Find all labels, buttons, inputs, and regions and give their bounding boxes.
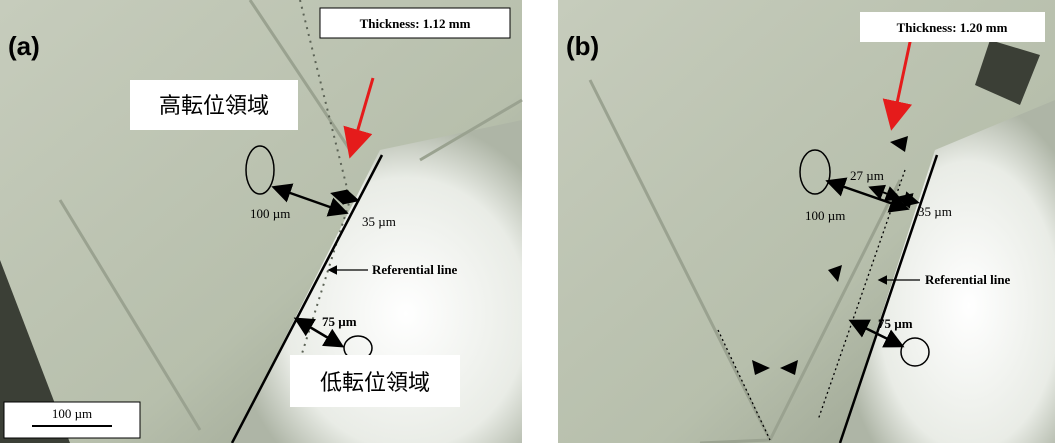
figure: Thickness: 1.12 mm (a) 高転位領域 100 µm 35 µ… xyxy=(0,0,1055,443)
panel-label: (a) xyxy=(8,31,40,61)
thickness: Thickness: 1.12 mm xyxy=(360,16,471,31)
dist-label: 35 µm xyxy=(362,214,396,229)
ref-label: Referential line xyxy=(372,262,458,277)
panel-b: Thickness: 1.20 mm (b) 27 µm 100 µm 35 µ… xyxy=(558,0,1055,443)
dist-label: 100 µm xyxy=(805,208,845,223)
dist-label: 35 µm xyxy=(918,204,952,219)
panel-label: (b) xyxy=(566,31,599,61)
thickness: Thickness: 1.20 mm xyxy=(897,20,1008,35)
dist-label: 100 µm xyxy=(250,206,290,221)
region-label: 低転位領域 xyxy=(320,371,430,396)
panel-a: Thickness: 1.12 mm (a) 高転位領域 100 µm 35 µ… xyxy=(0,0,522,443)
dist-label: 27 µm xyxy=(850,168,884,183)
dist-label: 75 µm xyxy=(878,316,913,331)
dist-label: 75 µm xyxy=(322,314,357,329)
scale-bar-label: 100 µm xyxy=(52,406,92,421)
ref-label: Referential line xyxy=(925,272,1011,287)
region-label: 高転位領域 xyxy=(159,94,269,119)
